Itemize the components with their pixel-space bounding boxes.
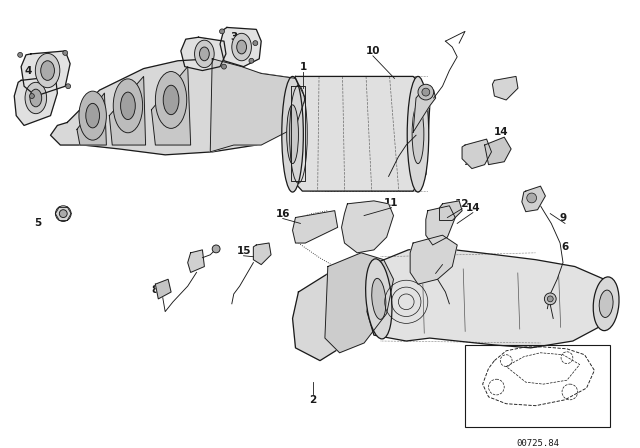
Text: 4: 4	[24, 65, 31, 76]
Text: 2: 2	[310, 395, 317, 405]
Polygon shape	[462, 139, 492, 168]
Text: 9: 9	[559, 212, 566, 223]
Circle shape	[29, 94, 35, 99]
Polygon shape	[413, 86, 436, 132]
Circle shape	[418, 84, 434, 100]
Circle shape	[545, 293, 556, 305]
Text: 14: 14	[494, 127, 509, 137]
Polygon shape	[220, 27, 261, 67]
Polygon shape	[77, 93, 106, 145]
Circle shape	[249, 58, 254, 63]
Text: 16: 16	[275, 209, 290, 219]
Ellipse shape	[35, 53, 60, 88]
Ellipse shape	[282, 77, 303, 192]
Text: 3: 3	[230, 32, 237, 42]
Polygon shape	[342, 201, 394, 253]
Polygon shape	[410, 235, 457, 284]
Ellipse shape	[232, 33, 252, 61]
Ellipse shape	[372, 278, 386, 319]
Ellipse shape	[593, 277, 619, 331]
Circle shape	[18, 52, 22, 57]
Circle shape	[56, 206, 71, 221]
Polygon shape	[440, 201, 462, 220]
Text: 14: 14	[465, 203, 480, 213]
Polygon shape	[21, 51, 70, 96]
Polygon shape	[211, 59, 305, 152]
Circle shape	[253, 41, 258, 46]
Circle shape	[212, 245, 220, 253]
Ellipse shape	[25, 82, 47, 114]
Polygon shape	[253, 243, 271, 265]
Ellipse shape	[113, 79, 143, 133]
Text: 6: 6	[561, 242, 568, 252]
Ellipse shape	[79, 91, 106, 140]
Circle shape	[220, 29, 225, 34]
Polygon shape	[14, 77, 58, 125]
Text: 1: 1	[300, 62, 307, 72]
Polygon shape	[188, 250, 204, 272]
Polygon shape	[292, 211, 338, 243]
Polygon shape	[285, 77, 429, 191]
Polygon shape	[325, 253, 394, 353]
Polygon shape	[109, 77, 145, 145]
Ellipse shape	[41, 61, 54, 80]
Ellipse shape	[365, 259, 392, 339]
Circle shape	[527, 193, 536, 203]
Circle shape	[63, 51, 68, 56]
Ellipse shape	[30, 89, 42, 107]
Text: 15: 15	[236, 246, 251, 256]
Circle shape	[422, 88, 429, 96]
Text: 00725.84: 00725.84	[516, 439, 559, 448]
Polygon shape	[292, 265, 384, 361]
Ellipse shape	[407, 77, 429, 192]
Text: 12: 12	[455, 199, 469, 209]
Ellipse shape	[287, 105, 298, 164]
Polygon shape	[152, 67, 191, 145]
Circle shape	[221, 64, 227, 69]
Text: 13: 13	[463, 157, 478, 167]
Ellipse shape	[156, 72, 187, 129]
Ellipse shape	[237, 40, 246, 54]
Text: 8: 8	[152, 285, 159, 295]
Ellipse shape	[195, 40, 214, 68]
Ellipse shape	[163, 85, 179, 115]
Polygon shape	[522, 186, 545, 211]
Polygon shape	[156, 279, 171, 299]
Polygon shape	[367, 247, 609, 348]
Circle shape	[66, 84, 70, 89]
Ellipse shape	[200, 47, 209, 61]
Text: 10: 10	[365, 46, 380, 56]
Polygon shape	[181, 37, 226, 70]
Text: 5: 5	[34, 219, 42, 228]
Circle shape	[60, 210, 67, 218]
Text: 11: 11	[384, 198, 399, 208]
Polygon shape	[484, 137, 511, 164]
Ellipse shape	[120, 92, 135, 120]
Ellipse shape	[412, 105, 424, 164]
Polygon shape	[426, 206, 455, 245]
Bar	[465, 345, 610, 427]
Circle shape	[547, 296, 553, 302]
Polygon shape	[51, 59, 305, 155]
Ellipse shape	[86, 103, 100, 128]
Polygon shape	[492, 77, 518, 100]
Ellipse shape	[599, 290, 613, 318]
Text: 7: 7	[431, 263, 438, 273]
